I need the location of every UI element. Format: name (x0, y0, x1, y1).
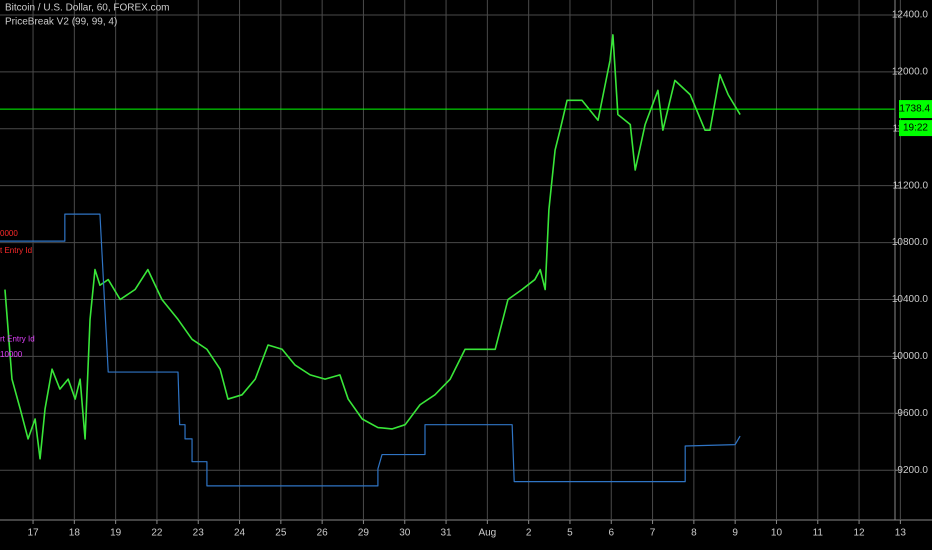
series-line (4, 34, 741, 460)
annotation: 10000 (0, 350, 23, 359)
series-line (0, 213, 741, 487)
x-tick-label: 31 (440, 528, 452, 539)
plot-area (0, 34, 895, 487)
x-tick-label: 5 (567, 528, 573, 539)
y-tick-label: 10400.0 (892, 294, 929, 305)
x-tick-label: 26 (317, 528, 329, 539)
x-tick-label: 17 (27, 528, 39, 539)
x-tick-label: 19 (110, 528, 122, 539)
price-label: 11738.4 (895, 104, 931, 115)
annotation: 0000 (0, 229, 18, 238)
x-tick-label: 22 (151, 528, 163, 539)
grid (0, 0, 901, 520)
y-tick-label: 12400.0 (892, 10, 929, 21)
chart-title: Bitcoin / U.S. Dollar, 60, FOREX.com (5, 3, 170, 14)
x-tick-label: 13 (895, 528, 907, 539)
x-tick-label: 24 (234, 528, 246, 539)
price-label-box (899, 100, 932, 119)
x-tick-label: 23 (193, 528, 205, 539)
indicator-label: PriceBreak V2 (99, 99, 4) (5, 17, 117, 28)
x-tick-label: 9 (732, 528, 738, 539)
x-tick-label: 29 (358, 528, 370, 539)
y-tick-label: 11200.0 (893, 180, 929, 191)
y-tick-label: 10800.0 (892, 237, 929, 248)
x-tick-label: 8 (691, 528, 697, 539)
x-tick-label: 30 (399, 528, 411, 539)
annotation: t Entry Id (0, 246, 32, 255)
annotation: rt Entry Id (0, 334, 35, 343)
countdown-label: 19:22 (903, 123, 928, 134)
x-tick-label: 7 (650, 528, 656, 539)
x-tick-label: 25 (275, 528, 287, 539)
countdown-box (899, 120, 932, 137)
axes: 9200.0 9600.0 10000.0 10400.0 10800.0 11200.0… (0, 10, 932, 539)
y-tick-label: 12000.0 (892, 66, 929, 77)
x-tick-label: Aug (478, 528, 496, 539)
x-tick-label: 18 (69, 528, 81, 539)
x-tick-label: 12 (854, 528, 866, 539)
x-tick-label: 10 (771, 528, 783, 539)
y-tick-label: 10000.0 (892, 351, 929, 362)
y-tick-label: 9200.0 (897, 465, 928, 476)
x-tick-label: 6 (608, 528, 614, 539)
x-tick-label: 11 (813, 528, 824, 539)
y-tick-label: 9600.0 (897, 408, 928, 419)
x-tick-label: 2 (526, 528, 532, 539)
